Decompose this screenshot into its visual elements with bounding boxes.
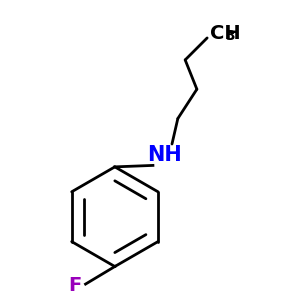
Text: CH: CH bbox=[210, 24, 241, 43]
Text: F: F bbox=[68, 276, 81, 295]
Text: 3: 3 bbox=[226, 29, 235, 44]
Text: NH: NH bbox=[147, 145, 182, 165]
